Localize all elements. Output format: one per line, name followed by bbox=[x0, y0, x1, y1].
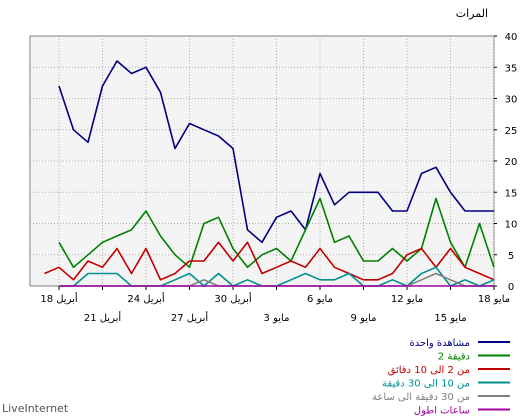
series-line-2 bbox=[44, 241, 495, 281]
x-tick-label: 15 مايو bbox=[434, 313, 466, 324]
y-tick-label: 5 bbox=[508, 251, 514, 262]
brand-label: LiveInternet bbox=[2, 402, 69, 415]
x-axis: 18 مايو 15 مايو 12 مايو 9 مايو 6 مايو 3 مايو 3… bbox=[40, 286, 510, 324]
y-tick-label: 40 bbox=[505, 32, 518, 43]
y-tick-label: 25 bbox=[505, 126, 518, 137]
legend-label: مشاهدة واحدة bbox=[409, 338, 470, 349]
legend-label: من 2 الى 10 دقائق bbox=[388, 365, 470, 376]
legend-label: 2 دقيقة bbox=[438, 352, 470, 363]
y-tick-label: 30 bbox=[505, 95, 518, 106]
x-tick-label: 24 أبريل bbox=[127, 292, 165, 305]
y-tick-label: 15 bbox=[505, 188, 518, 199]
y-axis: 0 5 10 15 20 25 30 35 40 bbox=[494, 32, 517, 293]
y-tick-label: 35 bbox=[505, 63, 518, 74]
legend: مشاهدة واحدة 2 دقيقة من 2 الى 10 دقائق من 1… bbox=[372, 338, 510, 417]
legend-label: ساعات اطول bbox=[414, 406, 470, 417]
series-line-0 bbox=[58, 60, 494, 244]
legend-label: من 30 دقيقة الى ساعة bbox=[372, 392, 470, 403]
x-tick-label: 18 أبريل bbox=[40, 292, 78, 305]
y-tick-label: 10 bbox=[505, 220, 518, 231]
y-axis-label: المرات bbox=[456, 7, 488, 20]
x-tick-label: 30 أبريل bbox=[214, 292, 252, 305]
x-tick-label: 27 أبريل bbox=[171, 311, 209, 324]
y-tick-label: 0 bbox=[508, 282, 514, 293]
legend-label: من 10 الى 30 دقيقة bbox=[382, 379, 470, 390]
x-tick-label: 18 مايو bbox=[478, 294, 510, 305]
y-tick-label: 20 bbox=[505, 157, 518, 168]
x-tick-label: 21 أبريل bbox=[84, 311, 122, 324]
x-tick-label: 9 مايو bbox=[351, 313, 377, 324]
series-lines bbox=[44, 60, 495, 287]
x-tick-label: 3 مايو bbox=[264, 313, 290, 324]
x-tick-label: 12 مايو bbox=[391, 294, 423, 305]
x-tick-label: 6 مايو bbox=[307, 294, 333, 305]
